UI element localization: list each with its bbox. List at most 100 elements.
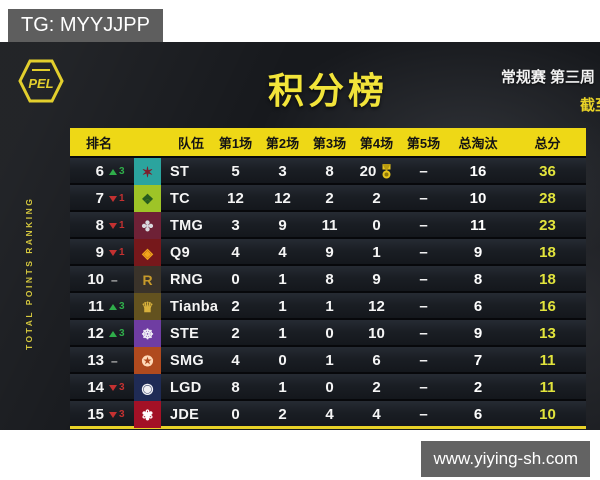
rank-down-arrow-icon <box>109 222 117 229</box>
team-name: STE <box>170 325 200 342</box>
match-2-score: 12 <box>274 190 291 207</box>
match-2-score: 9 <box>278 217 287 234</box>
leaderboard-screen: PEL TOTAL POINTS RANKING 积分榜 常规赛 第三周 截至 … <box>0 42 600 430</box>
rank-value: 7 <box>95 190 104 207</box>
table-row: 11 3 ♛ Tianba 2 1 1 12–6 16 <box>70 291 586 320</box>
rank-value: 13 <box>87 352 104 369</box>
team-cell: ◉ LGD <box>134 374 212 401</box>
page-title: 积分榜 <box>267 70 388 111</box>
column-header-1: 排名 <box>86 135 113 151</box>
total-eliminations: 9 <box>473 325 483 342</box>
match-4-score: 10 <box>368 325 385 342</box>
telegram-watermark: TG: MYYJJPP <box>8 9 163 42</box>
column-header-8: 总淘汰 <box>458 135 498 151</box>
team-name: ST <box>170 163 190 180</box>
team-logo: ♛ <box>134 293 161 320</box>
stage-label: 常规赛 第三周 <box>500 69 595 86</box>
match-5-score: – <box>419 190 428 207</box>
total-eliminations: 8 <box>473 271 483 288</box>
team-cell: ◈ Q9 <box>134 239 212 266</box>
rank-value: 15 <box>87 406 104 423</box>
rank-change-indicator: 3 <box>109 301 125 312</box>
total-points: 10 <box>539 406 556 423</box>
match-1-score: 12 <box>227 190 244 207</box>
rank-down-arrow-icon <box>109 195 117 202</box>
match-5-score: – <box>419 379 428 396</box>
rank-cell: 12 3 <box>70 325 134 342</box>
team-name: LGD <box>170 379 202 396</box>
team-name: TMG <box>170 217 204 234</box>
match-3-score: 11 <box>321 217 338 234</box>
rank-up-arrow-icon <box>109 303 117 310</box>
rank-change-indicator: 3 <box>109 166 125 177</box>
rank-down-arrow-icon <box>109 384 117 391</box>
total-eliminations: 10 <box>469 190 487 207</box>
column-header-2: 队伍 <box>178 135 205 151</box>
match-2-score: 0 <box>278 352 287 369</box>
match-5-score: – <box>419 271 428 288</box>
rank-change-amount: 1 <box>119 193 125 204</box>
rank-up-arrow-icon <box>109 330 117 337</box>
rank-change-amount: 3 <box>119 301 125 312</box>
total-points: 28 <box>539 190 556 207</box>
table-bottom-accent-line <box>70 426 586 429</box>
match-2-score: 1 <box>278 379 287 396</box>
match-4-score: 1 <box>372 244 381 261</box>
match-4-score: 4 <box>372 406 381 423</box>
column-header-6: 第4场 <box>359 135 394 151</box>
team-cell: ♛ Tianba <box>134 293 218 320</box>
match-5-score: – <box>419 298 428 315</box>
column-header-4: 第2场 <box>265 135 300 151</box>
rank-change-indicator: 3 <box>109 328 125 339</box>
rank-cell: 15 3 <box>70 406 134 423</box>
team-name: RNG <box>170 271 204 288</box>
team-logo: ❖ <box>134 185 161 212</box>
rank-value: 14 <box>87 379 104 396</box>
team-cell: ✪ SMG <box>134 347 212 374</box>
match-2-score: 1 <box>278 271 287 288</box>
match-1-score: 5 <box>231 163 240 180</box>
chicken-dinner-medal-icon <box>382 164 391 179</box>
match-1-score: 3 <box>231 217 240 234</box>
table-body: 6 3 ✶ ST 5 3 8 20–16 36 7 1 ❖ TC 12 12 2 2–10 28 8 1 ✤ TMG 3 9 1… <box>70 156 586 428</box>
team-name: Q9 <box>170 244 190 261</box>
match-5-score: – <box>419 217 428 234</box>
table-row: 12 3 ☸ STE 2 1 0 10–9 13 <box>70 318 586 347</box>
table-row: 7 1 ❖ TC 12 12 2 2–10 28 <box>70 183 586 212</box>
total-eliminations: 9 <box>473 244 483 261</box>
team-logo: ◈ <box>134 239 161 266</box>
rank-change-amount: 1 <box>119 247 125 258</box>
column-header-9: 总分 <box>534 135 561 151</box>
rank-change-indicator: 3 <box>109 382 125 393</box>
rank-cell: 10– <box>70 271 134 288</box>
rank-change-indicator: 1 <box>109 247 125 258</box>
match-3-score: 2 <box>325 190 334 207</box>
total-eliminations: 16 <box>469 163 487 180</box>
rank-change-amount: 3 <box>119 382 125 393</box>
pel-logo-text: PEL <box>28 76 53 91</box>
match-2-score: 3 <box>278 163 287 180</box>
team-logo: ✪ <box>134 347 161 374</box>
rank-up-arrow-icon <box>109 168 117 175</box>
table-header-row: 排名 队伍 第1场 第2场 第3场 第4场 第5场 总淘汰 总分 <box>70 128 586 156</box>
team-cell: ☸ STE <box>134 320 212 347</box>
column-header-5: 第3场 <box>312 135 347 151</box>
rank-value: 6 <box>95 163 104 180</box>
rank-value: 8 <box>95 217 104 234</box>
match-4-score: 6 <box>372 352 381 369</box>
match-3-score: 4 <box>325 406 334 423</box>
match-5-score: – <box>419 352 428 369</box>
rank-cell: 13– <box>70 352 134 369</box>
team-logo: R <box>134 266 161 293</box>
match-4-score: 20 <box>353 163 400 180</box>
rank-cell: 14 3 <box>70 379 134 396</box>
table-row: 8 1 ✤ TMG 3 9 11 0–11 23 <box>70 210 586 239</box>
team-logo: ◉ <box>134 374 161 401</box>
rank-change-indicator: 1 <box>109 193 125 204</box>
rank-change-indicator: – <box>111 272 118 287</box>
website-watermark: www.yiying-sh.com <box>421 441 590 477</box>
total-points: 18 <box>539 244 556 261</box>
team-cell: ✾ JDE <box>134 401 212 428</box>
